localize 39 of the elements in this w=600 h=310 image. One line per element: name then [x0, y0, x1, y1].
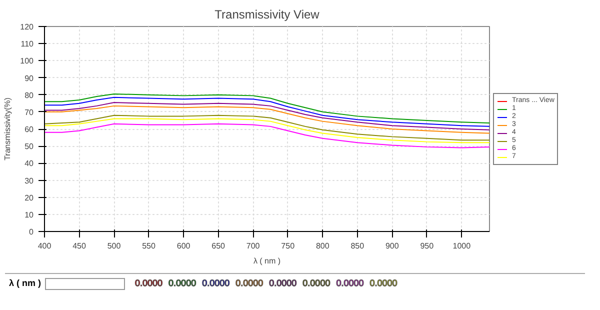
- x-tick-label: 950: [420, 242, 434, 250]
- y-tick-label: 10: [24, 210, 34, 220]
- text: 0.0000: [370, 278, 398, 288]
- y-tick-label: 80: [24, 90, 34, 100]
- y-tick-label: 110: [20, 40, 34, 49]
- y-tick-label: 30: [24, 176, 34, 186]
- y-tick-label: 120: [20, 22, 34, 32]
- text: 0.0000: [135, 278, 163, 288]
- y-tick-label: 0: [29, 228, 34, 236]
- y-tick-label: 40: [24, 159, 34, 168]
- y-tick-label: 100: [20, 56, 34, 66]
- x-tick-label: 1000: [452, 242, 472, 250]
- x-tick-label: 650: [212, 242, 226, 250]
- x-tick-label: 700: [246, 242, 260, 250]
- chart-title: Transmissivity View: [214, 8, 320, 22]
- text: 0.0000: [202, 278, 230, 288]
- x-tick-label: 400: [38, 242, 52, 250]
- y-axis-title: Transmissivity(%): [3, 97, 12, 160]
- y-tick-label: 70: [24, 108, 34, 117]
- x-tick-label: 550: [142, 242, 156, 250]
- x-tick-label: 450: [72, 242, 86, 250]
- x-tick-label: 600: [176, 242, 191, 250]
- line-series: [44, 123, 490, 148]
- y-tick-label: 50: [24, 142, 34, 152]
- text: 0.0000: [336, 278, 364, 288]
- y-tick-label: 20: [24, 193, 34, 202]
- text: 0.0000: [269, 278, 297, 288]
- y-tick-label: 60: [24, 125, 34, 134]
- text: λ ( nm ): [9, 278, 42, 288]
- x-tick-label: 800: [316, 242, 330, 250]
- x-tick-label: 900: [385, 242, 400, 250]
- text: 0.0000: [168, 278, 196, 288]
- text: 0.0000: [236, 278, 264, 288]
- x-tick-label: 850: [350, 242, 365, 250]
- x-tick-label: 500: [107, 242, 122, 250]
- text: 0.0000: [302, 278, 330, 288]
- x-tick-label: 750: [281, 242, 296, 250]
- y-tick-label: 90: [24, 74, 34, 83]
- x-axis-title: λ ( nm ): [253, 256, 281, 266]
